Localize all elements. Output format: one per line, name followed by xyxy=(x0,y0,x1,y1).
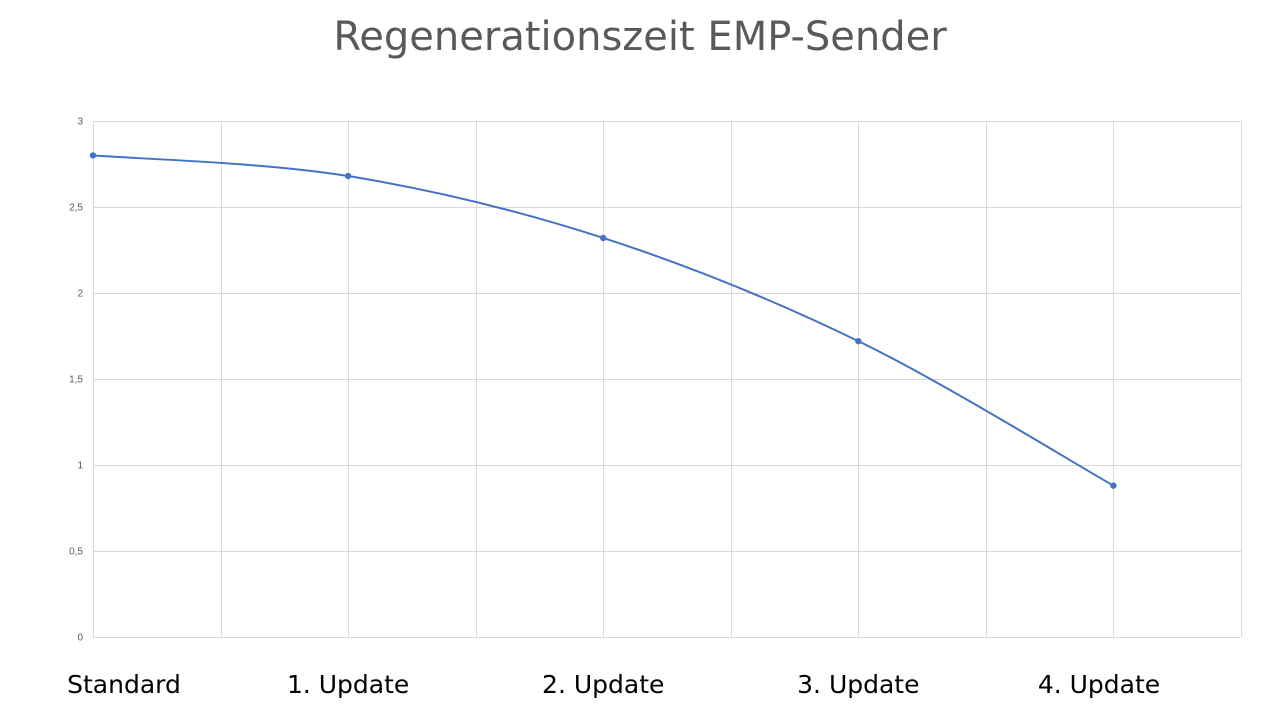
y-tick-label: 1,5 xyxy=(69,375,83,386)
y-tick-label: 0,5 xyxy=(69,547,83,558)
category-label: 3. Update xyxy=(797,670,919,699)
category-label: 2. Update xyxy=(542,670,664,699)
category-label: Standard xyxy=(67,670,181,699)
data-point xyxy=(855,337,862,345)
data-point xyxy=(1110,482,1117,489)
series xyxy=(89,152,1117,489)
gridlines xyxy=(93,121,1242,638)
y-tick-label: 3 xyxy=(77,117,83,128)
category-label: 4. Update xyxy=(1038,670,1160,699)
x-axis-category-labels: Standard 1. Update 2. Update 3. Update 4. Up… xyxy=(67,670,1160,699)
y-tick-label: 2 xyxy=(77,289,83,300)
data-point xyxy=(344,172,352,180)
category-label: 1. Update xyxy=(287,670,409,699)
data-point xyxy=(600,234,607,242)
y-axis-tick-labels: 0 0,5 1 1,5 2 2,5 3 xyxy=(69,117,83,644)
y-tick-label: 0 xyxy=(77,633,83,644)
y-tick-label: 2,5 xyxy=(69,203,83,214)
chart-title: Regenerationszeit EMP-Sender xyxy=(333,14,947,60)
data-point xyxy=(89,152,97,159)
y-tick-label: 1 xyxy=(77,461,83,472)
